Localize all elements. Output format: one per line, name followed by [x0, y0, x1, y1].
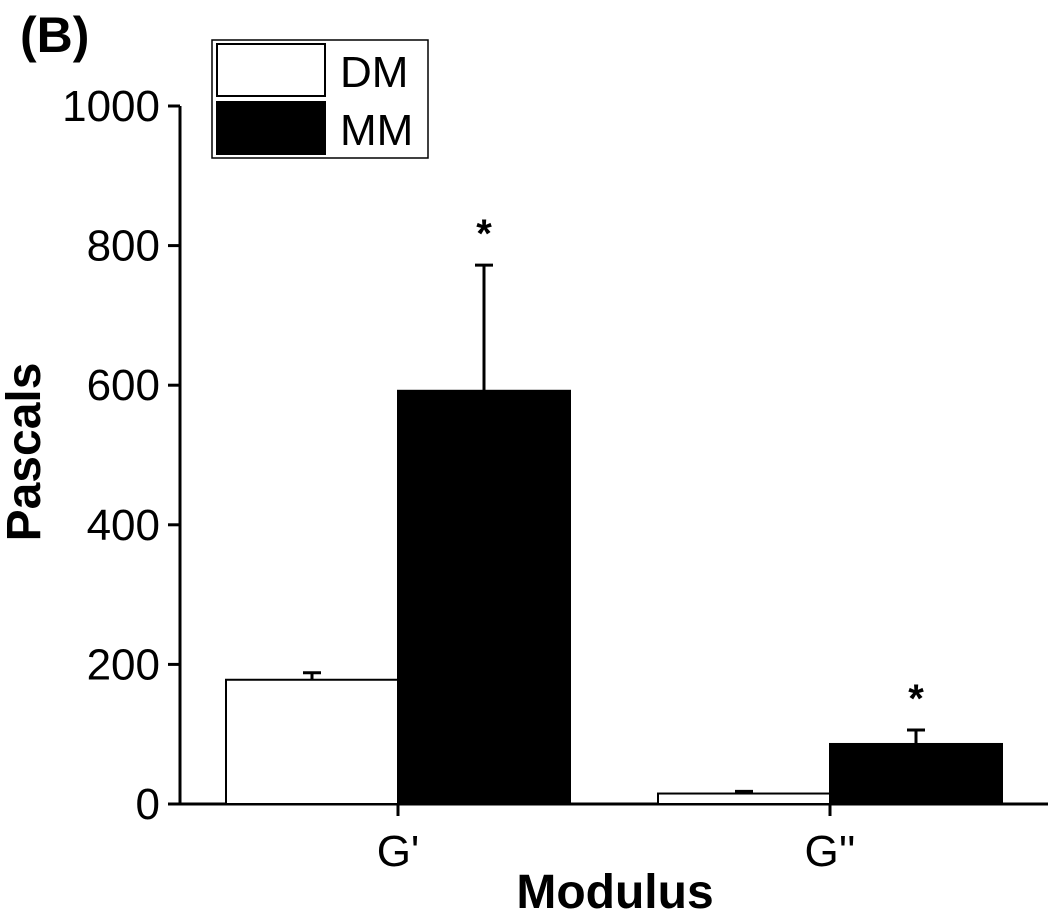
y-tick-label: 0	[136, 780, 160, 829]
significance-asterisk: *	[476, 212, 492, 256]
bar	[397, 389, 571, 805]
x-tick-label: G'	[377, 827, 420, 876]
legend-label: DM	[340, 48, 408, 97]
legend: DM MM	[211, 39, 429, 159]
panel-label: (B)	[20, 7, 89, 63]
y-tick-label: 200	[87, 640, 160, 689]
x-axis-title: Modulus	[516, 866, 713, 915]
legend-swatch	[216, 43, 326, 97]
y-tick-label: 1000	[62, 82, 160, 131]
legend-swatch	[216, 101, 326, 155]
bar	[225, 678, 399, 805]
y-ticks: 0 200 400 600 800 1000	[62, 82, 180, 829]
legend-label: MM	[340, 106, 413, 155]
bar	[657, 792, 831, 806]
y-tick-label: 400	[87, 501, 160, 550]
x-tick-label: G''	[804, 827, 855, 876]
x-ticks: G' G''	[377, 804, 856, 876]
significance-asterisk: *	[908, 677, 924, 721]
y-tick-label: 800	[87, 222, 160, 271]
error-bars	[303, 263, 925, 794]
y-axis-title: Pascals	[0, 363, 51, 542]
y-tick-label: 600	[87, 361, 160, 410]
significance-marks: **	[476, 212, 924, 721]
bar	[829, 742, 1003, 805]
bars	[225, 389, 1003, 806]
